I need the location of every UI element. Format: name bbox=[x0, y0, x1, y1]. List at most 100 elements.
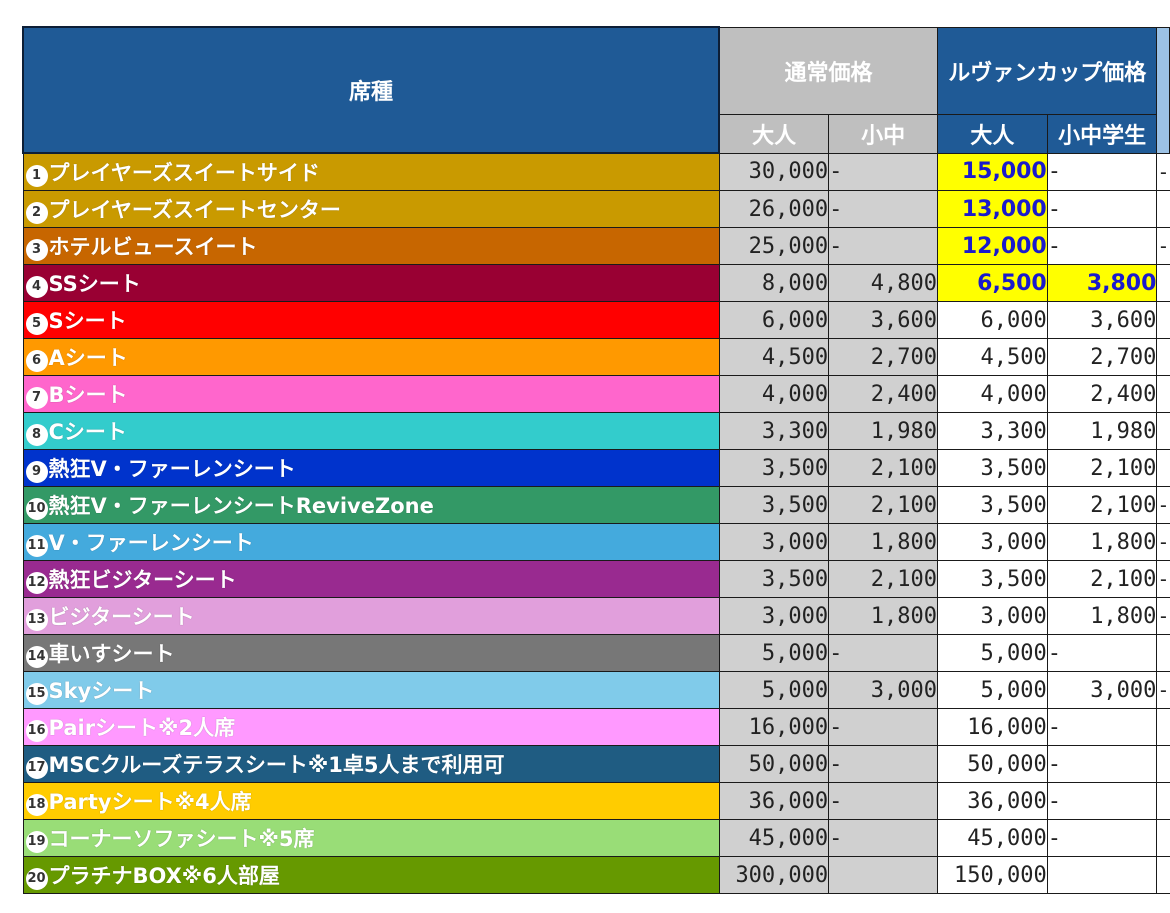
seat-name: プレイヤーズスイートセンター bbox=[48, 198, 341, 222]
extra-cell: - bbox=[1156, 227, 1170, 265]
normal-child-price-value: - bbox=[829, 825, 843, 851]
normal-child-price-value: 1,980 bbox=[870, 418, 937, 444]
cup-child-price-value: - bbox=[1047, 196, 1061, 222]
normal-adult-price: 45,000 bbox=[718, 819, 830, 857]
normal-adult-price: 3,500 bbox=[718, 486, 830, 524]
normal-child-price-value: - bbox=[829, 640, 843, 666]
extra-cell bbox=[1156, 338, 1170, 376]
cup-adult-price: 4,500 bbox=[937, 338, 1048, 376]
table-row: 15 Skyシート 5,000 3,000 5,000 3,000- bbox=[22, 671, 1170, 709]
normal-child-price: 1,800 bbox=[828, 523, 938, 561]
normal-adult-price: 3,500 bbox=[718, 449, 830, 487]
seat-name-cell: 18 Partyシート※4人席 bbox=[22, 782, 720, 820]
cup-adult-price: 36,000 bbox=[937, 782, 1048, 820]
normal-child-price: - bbox=[828, 190, 938, 228]
cup-child-price-value: - bbox=[1047, 751, 1061, 777]
extra-cell bbox=[1156, 634, 1170, 672]
seat-name-cell: 3 ホテルビュースイート bbox=[22, 227, 720, 265]
table-row: 1 プレイヤーズスイートサイド 30,000-15,000- - bbox=[22, 152, 1170, 191]
normal-child-price-value: 1,800 bbox=[870, 603, 937, 629]
seat-number-badge: 15 bbox=[25, 683, 48, 705]
seat-number-badge: 13 bbox=[25, 609, 48, 631]
cup-adult-price: 5,000 bbox=[937, 671, 1048, 709]
cup-price-header: ルヴァンカップ価格 bbox=[936, 26, 1158, 115]
normal-child-price: 1,800 bbox=[828, 597, 938, 635]
cup-adult-price: 50,000 bbox=[937, 745, 1048, 783]
cup-child-price: - bbox=[1046, 227, 1158, 265]
cup-child-price: 2,100 bbox=[1046, 486, 1158, 524]
normal-child-price: - bbox=[828, 782, 938, 820]
normal-child-price: 2,100 bbox=[828, 560, 938, 598]
seat-name: ホテルビュースイート bbox=[48, 235, 258, 259]
seat-name-cell: 7 Bシート bbox=[22, 375, 720, 413]
cup-child-price: - bbox=[1046, 782, 1158, 820]
normal-adult-price: 5,000 bbox=[718, 671, 830, 709]
seat-number-badge: 20 bbox=[25, 868, 48, 890]
cup-child-price: 1,980 bbox=[1046, 412, 1158, 450]
table-row: 3 ホテルビュースイート 25,000-12,000- - bbox=[22, 227, 1170, 265]
seat-number-badge: 18 bbox=[25, 794, 48, 816]
seat-name-cell: 12 熱狂ビジターシート bbox=[22, 560, 720, 598]
seat-name: V・ファーレンシート bbox=[48, 531, 254, 555]
cup-child-price-value: 2,100 bbox=[1090, 455, 1157, 481]
cup-child-price: 1,800 bbox=[1046, 597, 1158, 635]
cup-child-price-value: - bbox=[1047, 788, 1061, 814]
seat-name-cell: 5 Sシート bbox=[22, 301, 720, 339]
normal-adult-price: 3,300 bbox=[718, 412, 830, 450]
cup-child-price-value: 2,700 bbox=[1090, 344, 1157, 370]
normal-child-price-value: 2,100 bbox=[870, 492, 937, 518]
seat-number-badge: 19 bbox=[25, 831, 48, 853]
seat-name: MSCクルーズテラスシート※1卓5人まで利用可 bbox=[48, 753, 505, 777]
normal-adult-price: 3,500 bbox=[718, 560, 830, 598]
normal-child-header: 小中 bbox=[828, 113, 938, 154]
table-row: 10 熱狂V・ファーレンシートReviveZone 3,500 2,100 3,500 2… bbox=[22, 486, 1170, 524]
normal-child-price: 2,100 bbox=[828, 449, 938, 487]
table-row: 18 Partyシート※4人席 36,000-36,000- bbox=[22, 782, 1170, 820]
normal-child-price-value: 2,700 bbox=[870, 344, 937, 370]
cup-adult-price: 3,000 bbox=[937, 523, 1048, 561]
normal-adult-price: 16,000 bbox=[718, 708, 830, 746]
normal-adult-price: 6,000 bbox=[718, 301, 830, 339]
cup-child-price-value: 1,800 bbox=[1090, 603, 1157, 629]
seat-number-badge: 3 bbox=[25, 239, 48, 261]
table-row: 16 Pairシート※2人席 16,000-16,000- bbox=[22, 708, 1170, 746]
cup-child-price-value: 3,600 bbox=[1090, 307, 1157, 333]
extra-cell: - bbox=[1156, 486, 1170, 524]
cup-child-price-value: 2,100 bbox=[1090, 566, 1157, 592]
seat-name: SSシート bbox=[48, 272, 141, 296]
seat-name-cell: 13 ビジターシート bbox=[22, 597, 720, 635]
table-row: 14 車いすシート 5,000-5,000- bbox=[22, 634, 1170, 672]
seat-number-badge: 9 bbox=[25, 461, 48, 483]
normal-child-price: 1,980 bbox=[828, 412, 938, 450]
normal-child-price bbox=[828, 856, 938, 894]
normal-child-price: - bbox=[828, 708, 938, 746]
seat-name: プレイヤーズスイートサイド bbox=[48, 161, 320, 185]
cup-adult-price: 3,000 bbox=[937, 597, 1048, 635]
cup-child-price: 2,700 bbox=[1046, 338, 1158, 376]
seat-number-badge: 1 bbox=[25, 165, 48, 187]
cup-child-price: 3,600 bbox=[1046, 301, 1158, 339]
seat-name-cell: 19 コーナーソファシート※5席 bbox=[22, 819, 720, 857]
normal-adult-price: 36,000 bbox=[718, 782, 830, 820]
cup-child-price-value: - bbox=[1047, 233, 1061, 259]
normal-child-price-value: - bbox=[829, 196, 843, 222]
cup-adult-price: 13,000 bbox=[937, 190, 1048, 228]
extra-cell bbox=[1156, 856, 1170, 894]
seat-name-cell: 8 Cシート bbox=[22, 412, 720, 450]
price-table: 席種 通常価格 ルヴァンカップ価格 大人 小中 大人 小中学生 1 プレイヤーズス… bbox=[21, 26, 1170, 894]
normal-adult-price: 3,000 bbox=[718, 597, 830, 635]
table-row: 4 SSシート 8,000 4,800 6,500 3,800 bbox=[22, 264, 1170, 302]
cup-adult-price: 3,500 bbox=[937, 486, 1048, 524]
seat-number-badge: 8 bbox=[25, 424, 48, 446]
cup-child-price: 2,400 bbox=[1046, 375, 1158, 413]
cup-child-price-value: 1,800 bbox=[1090, 529, 1157, 555]
cup-adult-price: 45,000 bbox=[937, 819, 1048, 857]
normal-child-price-value: 3,000 bbox=[870, 677, 937, 703]
cup-child-price: 3,000 bbox=[1046, 671, 1158, 709]
seat-name: Skyシート bbox=[48, 679, 155, 703]
cup-child-price: - bbox=[1046, 152, 1158, 191]
normal-adult-price: 26,000 bbox=[718, 190, 830, 228]
seat-number-badge: 11 bbox=[25, 535, 48, 557]
normal-child-price: - bbox=[828, 819, 938, 857]
table-row: 12 熱狂ビジターシート 3,500 2,100 3,500 2,100- bbox=[22, 560, 1170, 598]
